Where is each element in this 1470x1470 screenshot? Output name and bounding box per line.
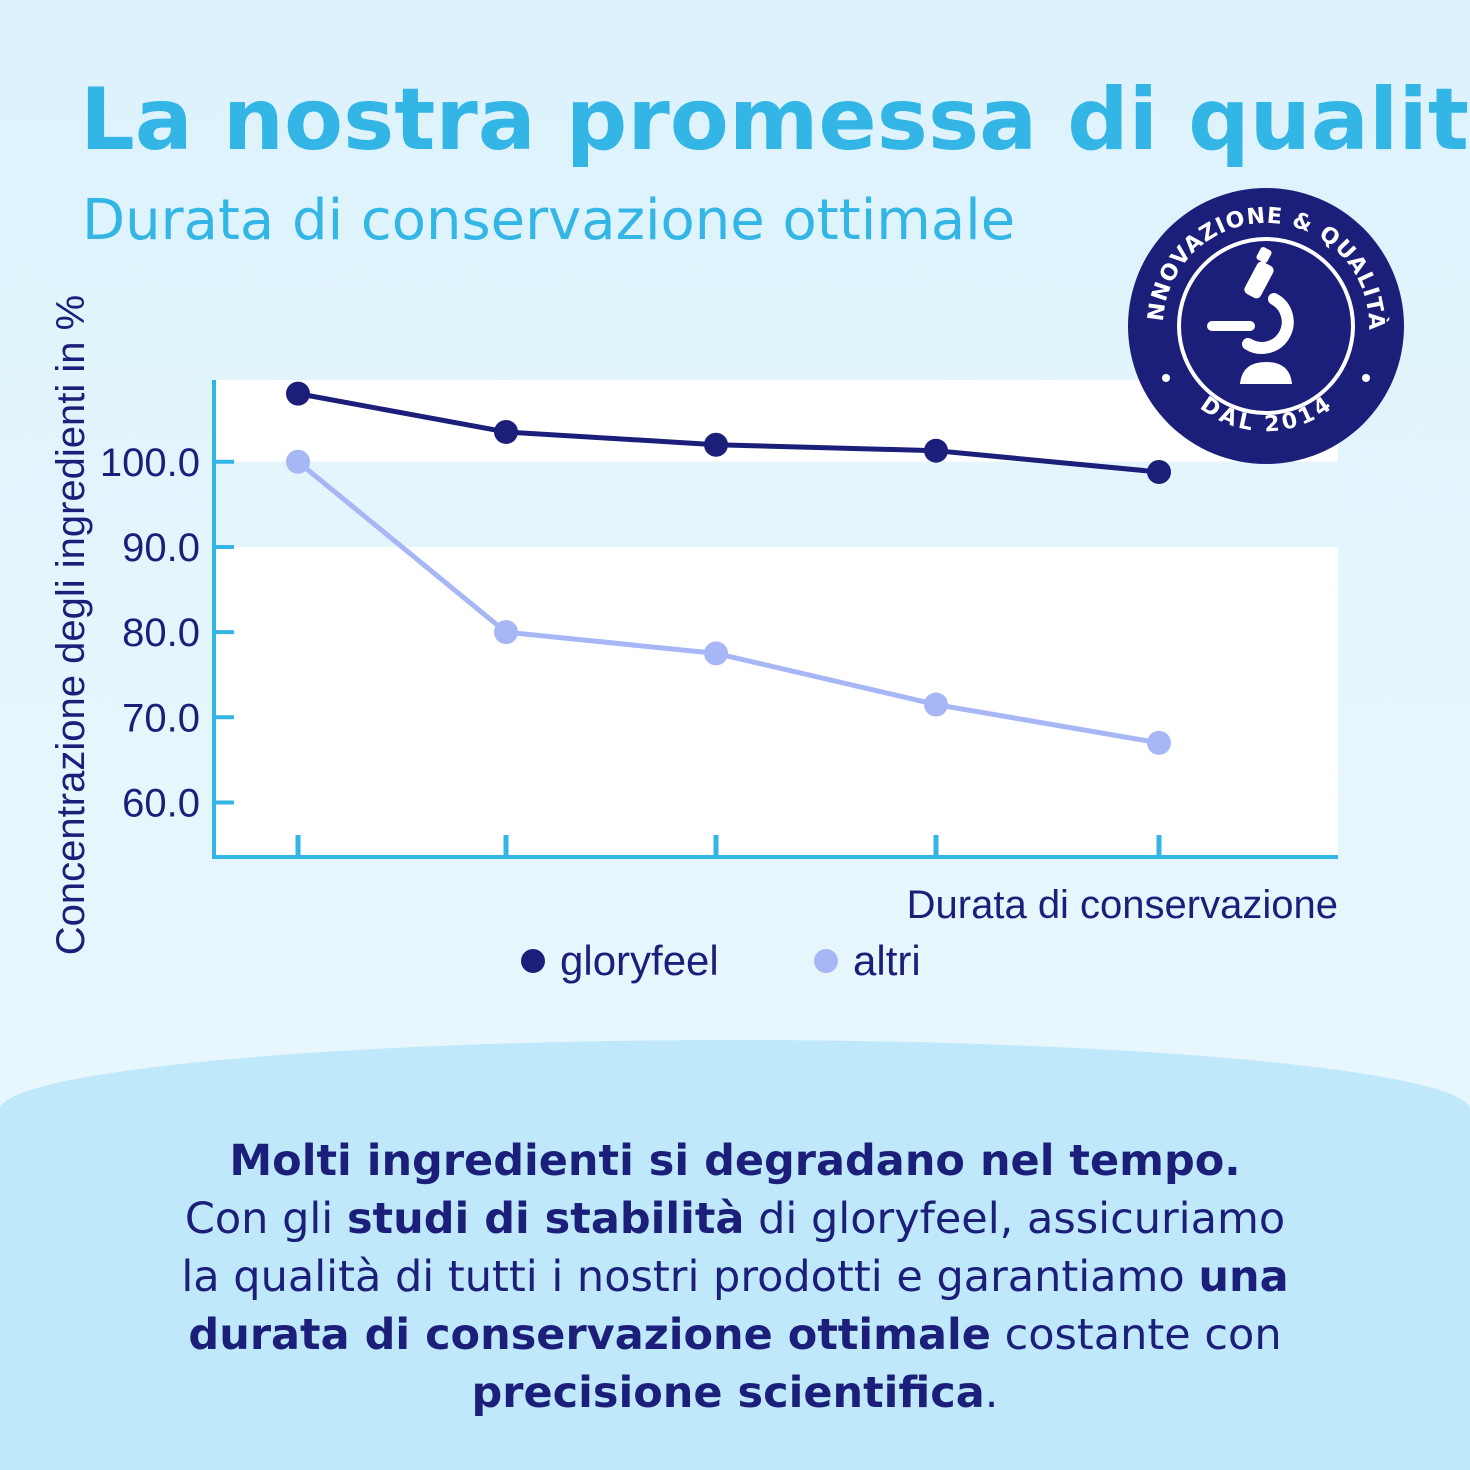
body-text-span: Con gli bbox=[184, 1194, 347, 1244]
data-point-altri bbox=[704, 641, 728, 666]
body-bold-span: studi di stabilità bbox=[346, 1194, 745, 1244]
band bbox=[214, 717, 1338, 803]
data-point-gloryfeel bbox=[704, 432, 728, 457]
body-bold-span: una bbox=[1198, 1252, 1289, 1302]
body-text-span: . bbox=[984, 1368, 999, 1418]
series-points bbox=[286, 381, 1171, 755]
band bbox=[214, 802, 1338, 857]
microscope-icon bbox=[1207, 247, 1294, 384]
y-tick-label: 90.0 bbox=[122, 526, 200, 570]
body-text-span: di gloryfeel, assicuriamo bbox=[744, 1194, 1286, 1244]
body-text-span: costante con bbox=[990, 1310, 1282, 1360]
y-axis-label: Concentrazione degli ingredienti in % bbox=[49, 295, 93, 955]
page-subtitle: Durata di conservazione ottimale bbox=[82, 188, 1016, 253]
data-point-gloryfeel bbox=[286, 381, 310, 406]
data-point-gloryfeel bbox=[1147, 459, 1171, 484]
y-tick-label: 70.0 bbox=[122, 696, 200, 740]
page-title: La nostra promessa di qualità bbox=[80, 70, 1470, 170]
x-axis-label: Durata di conservazione bbox=[907, 883, 1338, 927]
data-point-altri bbox=[286, 449, 310, 474]
legend-label-gloryfeel: gloryfeel bbox=[560, 937, 719, 984]
y-tick-label: 60.0 bbox=[122, 781, 200, 825]
data-point-altri bbox=[1147, 730, 1171, 755]
legend-marker-gloryfeel bbox=[521, 949, 545, 973]
body-bold-span: precisione scientifica bbox=[471, 1368, 985, 1418]
quality-badge: INNOVAZIONE & QUALITÀ DAL 2014 bbox=[1126, 186, 1404, 464]
badge-dot-left bbox=[1162, 374, 1170, 382]
band bbox=[214, 632, 1338, 718]
data-point-altri bbox=[924, 692, 948, 717]
chart-legend: gloryfeel altri bbox=[521, 937, 921, 984]
badge-dot-right bbox=[1362, 374, 1370, 382]
body-headline: Molti ingredienti si degradano nel tempo… bbox=[229, 1136, 1241, 1186]
data-point-gloryfeel bbox=[494, 419, 518, 444]
y-tick-label: 80.0 bbox=[122, 611, 200, 655]
bottom-panel bbox=[0, 1040, 1470, 1470]
band bbox=[214, 546, 1338, 633]
line-chart: 60.0 70.0 80.0 90.0 100.0 Concentrazione deg… bbox=[49, 295, 1338, 984]
body-bold-span: durata di conservazione ottimale bbox=[188, 1310, 991, 1360]
body-text: Molti ingredienti si degradano nel tempo… bbox=[60, 1132, 1410, 1422]
legend-marker-altri bbox=[814, 949, 838, 973]
data-point-altri bbox=[494, 620, 518, 645]
badge-inner-ring bbox=[1177, 237, 1355, 415]
badge-circle bbox=[1128, 188, 1404, 464]
legend-label-altri: altri bbox=[853, 937, 921, 984]
data-point-gloryfeel bbox=[924, 438, 948, 463]
y-tick-labels: 60.0 70.0 80.0 90.0 100.0 bbox=[100, 441, 200, 826]
y-tick-label: 100.0 bbox=[100, 441, 200, 485]
body-text-span: la qualità di tutti i nostri prodotti e … bbox=[181, 1252, 1199, 1302]
chart-axes bbox=[212, 380, 1338, 859]
